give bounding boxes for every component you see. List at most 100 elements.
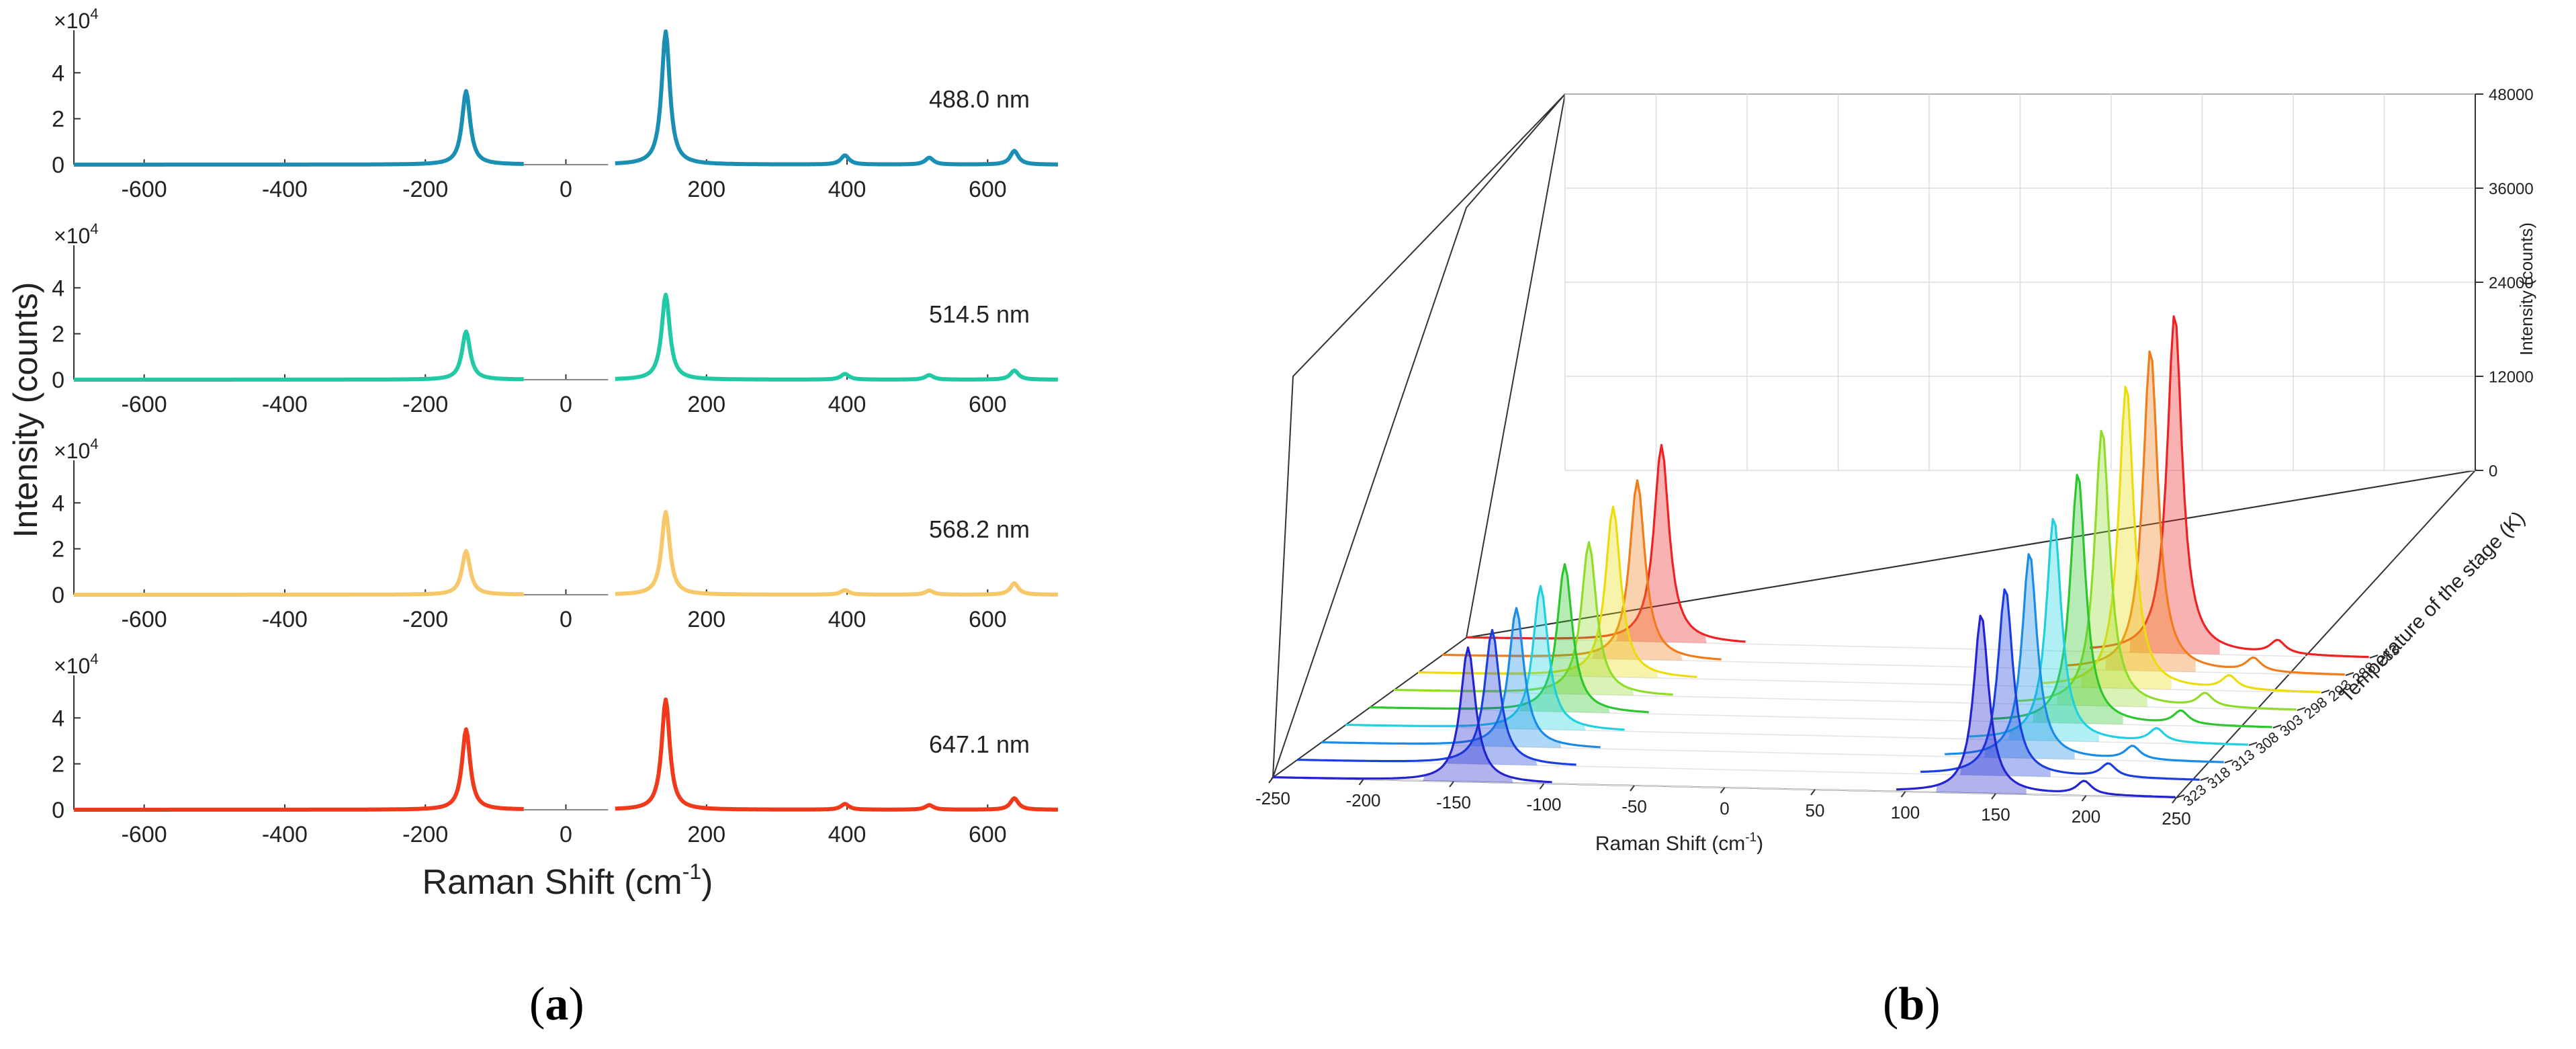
a-xtick-label: 200: [687, 822, 725, 847]
a-ytick-label: 2: [52, 537, 64, 562]
b-series-fill: [1936, 616, 2027, 795]
a-multiplier: ×104: [54, 651, 99, 678]
b-ytick: [2297, 707, 2306, 711]
b-series-fill: [1544, 542, 1634, 696]
a-series-line-stokes: [614, 29, 1059, 167]
b-xtick-label: -250: [1255, 788, 1290, 808]
b-series-fill: [2081, 386, 2172, 690]
b-series-line: [1466, 444, 1746, 643]
b-grid-floor: [1417, 672, 2322, 694]
b-xtick: [1630, 785, 1635, 792]
b-ytick: [2369, 655, 2379, 659]
a-series-label: 514.5 nm: [929, 300, 1030, 328]
a-row-1: 0 2 4 ×104 -600 -400 -200 0 200 400 600 488.0 nm: [52, 5, 1059, 202]
a-ytick-label: 2: [52, 107, 64, 132]
b-xtick-label: 200: [2072, 806, 2100, 827]
b-xtick: [2172, 797, 2177, 804]
b-series-line: [1321, 607, 1601, 749]
b-series-line: [1345, 585, 1625, 731]
a-xtick-label: -200: [402, 822, 448, 847]
b-series-fill: [1616, 445, 1707, 643]
caption-a: (a): [529, 978, 584, 1030]
a-series-line-antistokes: [73, 549, 525, 597]
b-ytick-label: 313: [2228, 746, 2258, 775]
b-series-line: [1945, 553, 2224, 763]
b-series-line: [1896, 614, 2176, 798]
a-ytick-label: 4: [52, 60, 64, 86]
a-series-line-stokes: [614, 292, 1059, 382]
a-xtick-label: 200: [687, 392, 725, 417]
a-ytick-label: 4: [52, 706, 64, 731]
b-series-fill: [1960, 589, 2051, 778]
a-ytick-label: 0: [52, 583, 64, 608]
a-xtick-label: -200: [402, 392, 448, 417]
b-xtick: [1268, 777, 1274, 784]
b-series-318: [1296, 588, 2200, 781]
a-xtick-label: -200: [402, 177, 448, 202]
b-grid-floor: [1393, 689, 2298, 711]
b-ytick-label: 303: [2276, 711, 2306, 740]
a-xtick-label: -400: [262, 392, 308, 417]
b-ytick-label: 318: [2204, 763, 2233, 792]
a-ytick-label: 4: [52, 276, 64, 301]
b-ztick-label: 0: [2489, 462, 2497, 480]
b-grid-floor: [1345, 724, 2250, 746]
a-row-2: 0 2 4 ×104 -600 -400 -200 0 200 400 600 514.5 nm: [52, 220, 1059, 417]
b-ztick-label: 48000: [2489, 86, 2534, 104]
a-xtick-label: 200: [687, 607, 725, 632]
a-xtick-label: 0: [560, 607, 572, 632]
b-xtick: [1449, 781, 1454, 788]
b-xtick: [1539, 783, 1545, 790]
a-xtick-label: 400: [828, 392, 867, 417]
b-grid-floor: [1296, 759, 2201, 781]
b-series-298: [1393, 429, 2297, 711]
a-series-label: 568.2 nm: [929, 515, 1030, 543]
a-series-line-stokes: [614, 509, 1059, 597]
b-series-323: [1272, 614, 2176, 798]
b-series-line: [2041, 385, 2321, 694]
b-series-line: [2089, 315, 2369, 659]
b-xtick-label: 50: [1806, 800, 1825, 821]
b-grid-floor: [1321, 742, 2225, 763]
b-ytick: [2321, 689, 2330, 694]
b-ztick-label: 12000: [2489, 368, 2534, 386]
a-xtick-label: -200: [402, 607, 448, 632]
a-xtick-label: 400: [828, 177, 867, 202]
a-ytick-label: 2: [52, 752, 64, 778]
a-ylabel: Intensity (counts): [7, 282, 44, 538]
b-xtick-label: 100: [1891, 802, 1920, 823]
a-xtick-label: -400: [262, 607, 308, 632]
b-series-fill: [1447, 630, 1538, 765]
b-series-fill: [2057, 431, 2147, 708]
panel-a: 0 2 4 ×104 -600 -400 -200 0 200 400 600 488.0 nm 0 2 4…: [7, 5, 1059, 902]
b-series-line: [1969, 517, 2248, 746]
b-series-fill: [2008, 519, 2099, 743]
b-xtick-label: -50: [1622, 796, 1647, 816]
b-xtick: [1810, 789, 1816, 796]
b-series-fill: [1984, 554, 2075, 760]
a-xtick-label: 400: [828, 822, 867, 847]
b-series-line: [1393, 541, 1673, 696]
b-series-fill: [1471, 607, 1562, 748]
b-series-303: [1369, 474, 2272, 728]
a-xtick-label: -600: [122, 607, 167, 632]
b-series-line: [1993, 474, 2272, 728]
a-ytick-label: 2: [52, 322, 64, 347]
a-series-line-antistokes: [73, 727, 525, 812]
a-series-label: 488.0 nm: [929, 85, 1030, 113]
a-series-line-antistokes: [73, 89, 525, 167]
b-grid-floor: [1441, 655, 2346, 676]
a-xtick-label: 600: [969, 392, 1007, 417]
a-row-4: 0 2 4 ×104 -600 -400 -200 0 200 400 600 647.1 nm: [52, 651, 1059, 847]
a-xtick-label: 400: [828, 607, 867, 632]
b-xlabel: Raman Shift (cm-1): [1595, 831, 1763, 855]
b-ytick: [2345, 672, 2354, 676]
b-grid-floor: [1466, 637, 2370, 659]
b-xtick: [2081, 795, 2087, 802]
a-xtick-label: 0: [560, 392, 572, 417]
a-xlabel: Raman Shift (cm-1): [423, 859, 713, 902]
a-xtick-label: -600: [122, 822, 167, 847]
a-xtick-label: -600: [122, 177, 167, 202]
b-series-fill: [2129, 316, 2220, 655]
